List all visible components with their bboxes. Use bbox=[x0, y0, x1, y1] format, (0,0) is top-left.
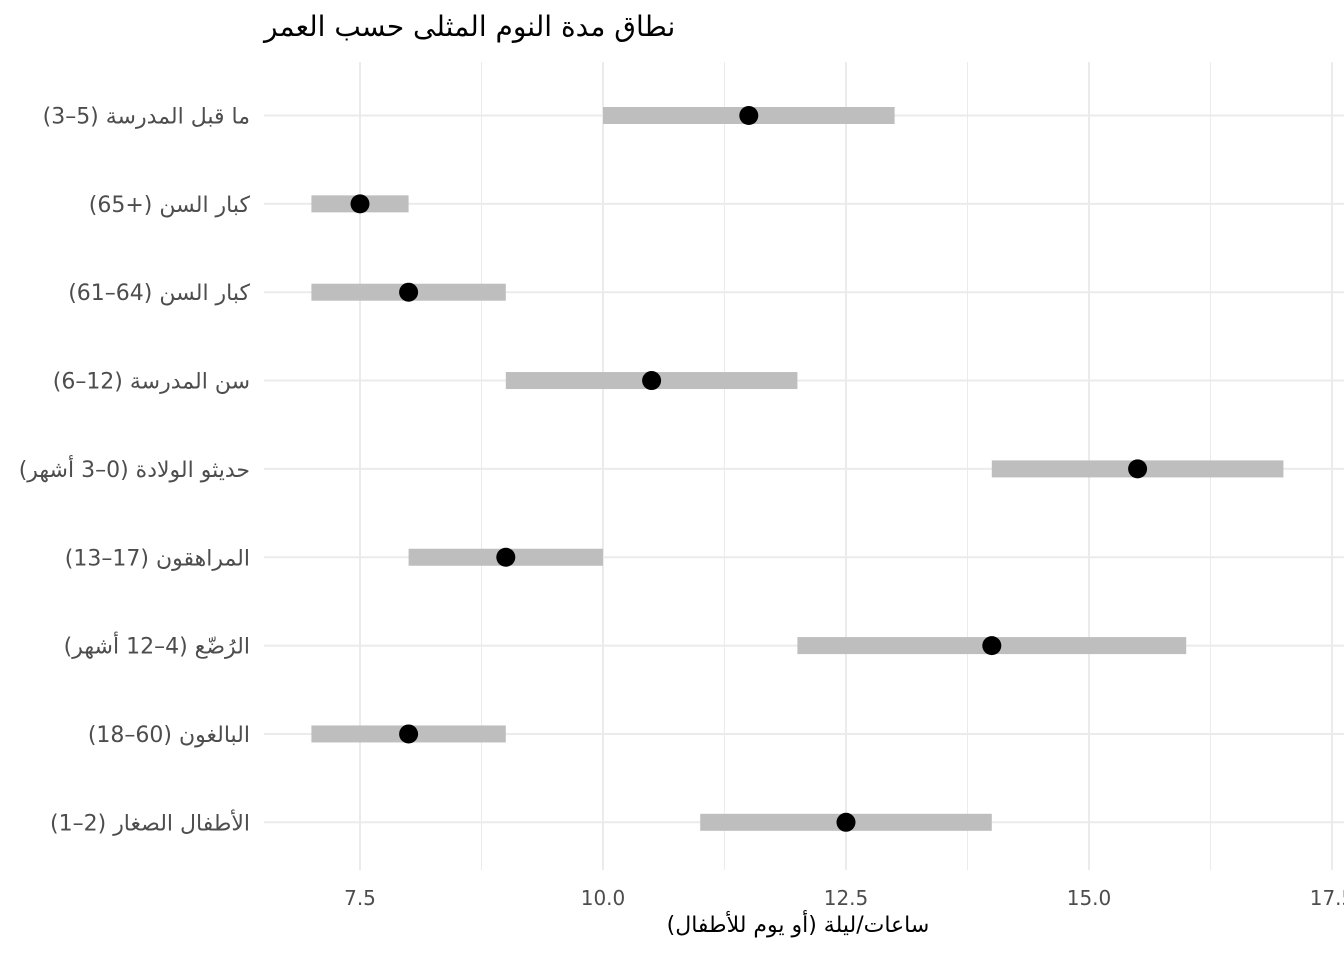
x-tick-label: 12.5 bbox=[824, 886, 869, 910]
midpoint-dot bbox=[836, 812, 856, 832]
y-tick-label: حديثو الولادة (0–3 أشهر) bbox=[19, 455, 250, 483]
midpoint-dot bbox=[350, 194, 370, 214]
midpoint-dot bbox=[982, 636, 1002, 656]
x-tick-label: 15.0 bbox=[1067, 886, 1112, 910]
x-axis-label: ساعات/ليلة (أو يوم للأطفال) bbox=[666, 913, 930, 938]
midpoint-dot bbox=[1128, 459, 1148, 479]
x-tick-label: 7.5 bbox=[344, 886, 376, 910]
x-tick-labels: 7.5 10.0 12.5 15.0 17.5 bbox=[344, 886, 1344, 910]
chart-title: نطاق مدة النوم المثلى حسب العمر bbox=[264, 10, 676, 43]
midpoint-dot bbox=[399, 282, 419, 302]
y-tick-label: (1–2) الأطفال الصغار bbox=[50, 809, 250, 836]
y-tick-label: (3–5) ما قبل المدرسة bbox=[43, 105, 250, 130]
y-tick-labels: (3–5) ما قبل المدرسة (65+) كبار السن (61–6… bbox=[19, 105, 251, 837]
midpoint-dot bbox=[399, 724, 419, 744]
y-tick-label: (13–17) المراهقون bbox=[65, 546, 250, 571]
x-tick-label: 10.0 bbox=[581, 886, 626, 910]
midpoint-dot bbox=[642, 371, 662, 391]
midpoints bbox=[350, 106, 1148, 832]
midpoint-dot bbox=[496, 547, 516, 567]
midpoint-dot bbox=[739, 106, 759, 125]
y-tick-label: (6–12) سن المدرسة bbox=[53, 370, 250, 395]
y-tick-label: الرُضّع (4–12 أشهر) bbox=[64, 632, 250, 660]
x-tick-label: 17.5 bbox=[1310, 886, 1344, 910]
y-tick-label: (61–64) كبار السن bbox=[68, 281, 250, 306]
y-tick-label: (18–60) البالغون bbox=[88, 723, 250, 748]
y-tick-label: (65+) كبار السن bbox=[89, 193, 251, 218]
